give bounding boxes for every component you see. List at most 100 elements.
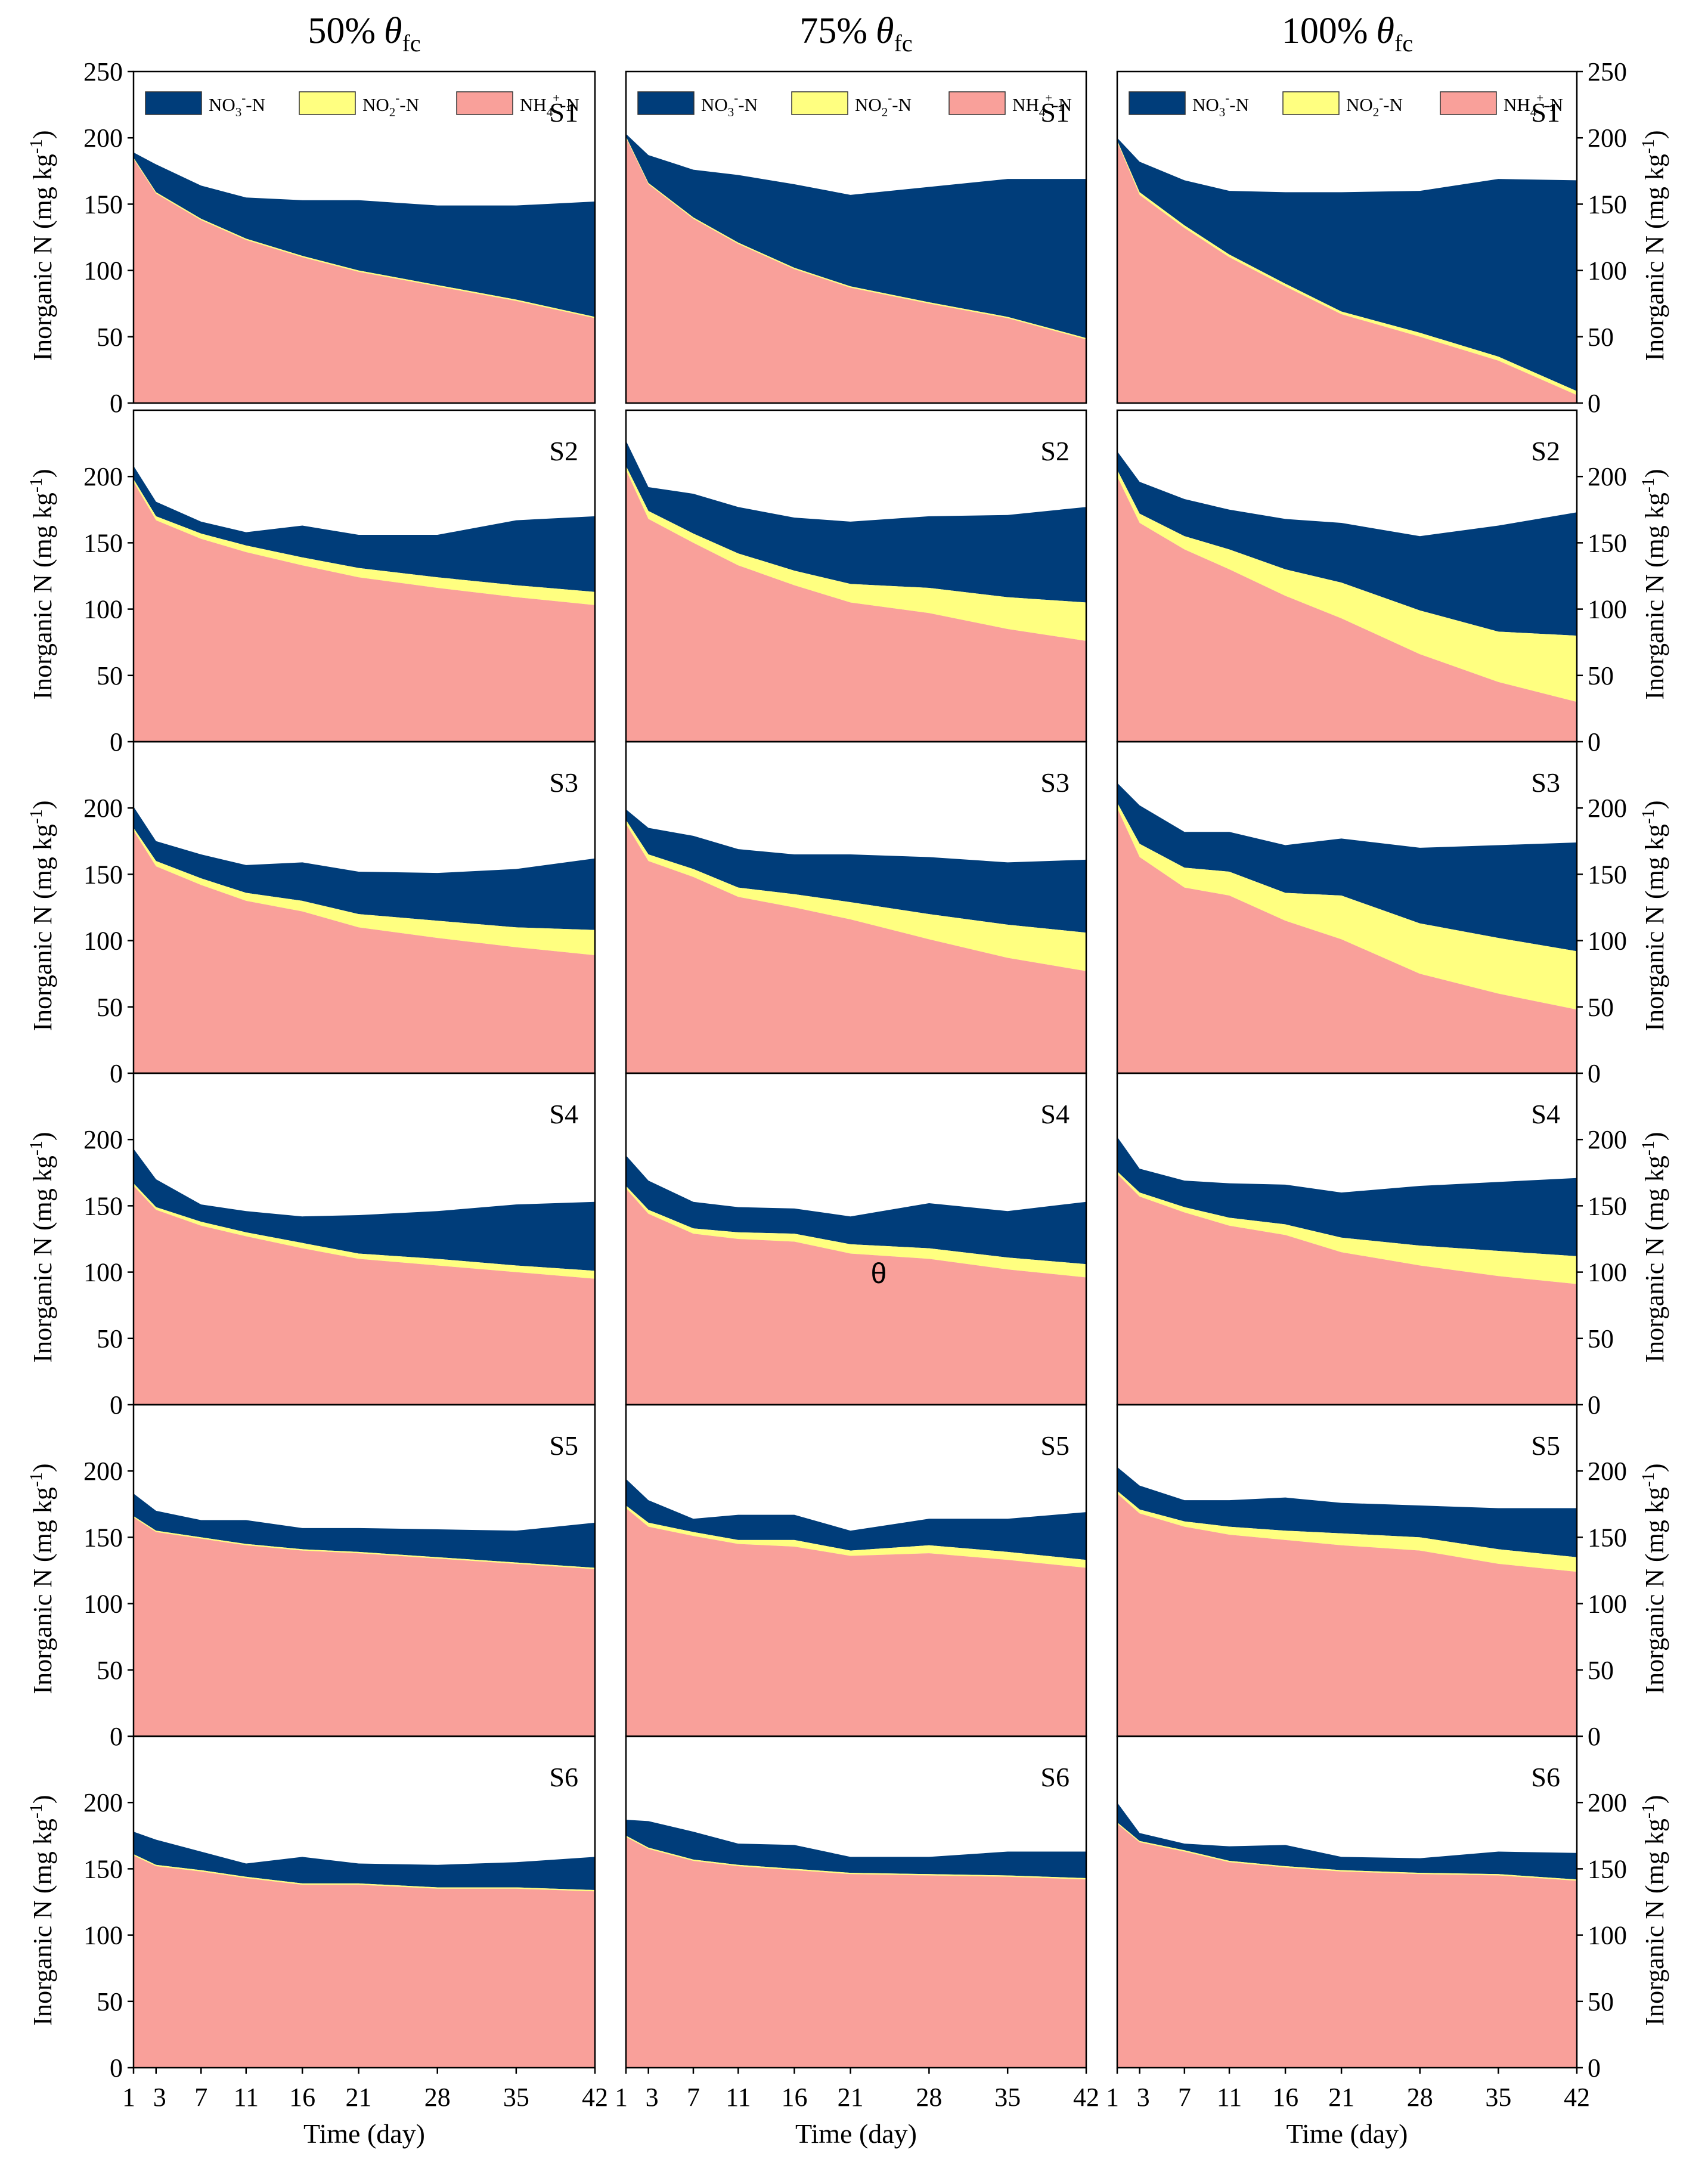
legend-label-subscript: 3	[1219, 105, 1226, 119]
legend-label-tail: -N	[1383, 94, 1403, 115]
y-axis-label-superscript: -1	[26, 1804, 46, 1818]
area-no3	[1117, 1802, 1577, 1880]
panel-s3-col2: S3	[625, 741, 1087, 1074]
legend-swatch-no3	[637, 91, 695, 115]
y-axis-label-main: Inorganic N (mg kg	[28, 1818, 57, 2025]
legend-label-subscript: 3	[728, 105, 734, 119]
legend-swatch-nh4	[456, 91, 513, 115]
y-tick-label: 100	[1588, 595, 1627, 624]
x-tick-label: 3	[646, 2083, 659, 2112]
y-axis-label-main: Inorganic N (mg kg	[1640, 1155, 1669, 1362]
panel-label: S6	[1531, 1762, 1560, 1792]
area-no3	[134, 466, 595, 592]
area-no2	[626, 820, 1086, 971]
y-axis-label-close: )	[28, 1463, 57, 1472]
y-axis-label: Inorganic N (mg kg-1)	[26, 1795, 57, 2025]
area-nh4	[1117, 808, 1577, 1073]
area-no3	[134, 152, 595, 317]
area-no3	[134, 806, 595, 930]
y-tick-label: 150	[1588, 1854, 1627, 1883]
y-tick-label: 250	[1588, 57, 1627, 86]
area-nh4	[134, 482, 595, 742]
x-tick-label: 28	[424, 2083, 451, 2112]
x-tick-label: 11	[726, 2083, 751, 2112]
y-tick-label: 150	[1588, 860, 1627, 889]
y-tick-label: 50	[1588, 1656, 1614, 1685]
x-tick-label: 21	[838, 2083, 864, 2112]
y-axis-label-superscript: -1	[26, 139, 46, 154]
y-tick-label: 200	[1588, 123, 1627, 153]
legend-label-base: NO	[855, 94, 882, 115]
x-tick-label: 28	[916, 2083, 942, 2112]
y-axis-label-superscript: -1	[26, 809, 46, 824]
y-tick-label: 150	[83, 1191, 123, 1220]
legend-label-superscript: -	[734, 91, 738, 105]
y-axis-label: Inorganic N (mg kg-1)	[26, 1463, 57, 1694]
area-no2	[626, 1505, 1086, 1568]
panel-s4-col2: S4 θ	[625, 1072, 1087, 1406]
y-tick-label: 0	[1588, 1390, 1601, 1420]
legend-label-tail: -N	[246, 94, 265, 115]
panel-label: S6	[1040, 1762, 1070, 1792]
y-axis-label-main: Inorganic N (mg kg	[1640, 1487, 1669, 1694]
legend-label-tail: -N	[1229, 94, 1249, 115]
panel-label: S3	[549, 767, 578, 798]
area-no2	[626, 1186, 1086, 1278]
y-axis-label-main: Inorganic N (mg kg	[28, 492, 57, 699]
y-tick-label: 50	[97, 1656, 123, 1685]
panel-label: S3	[1531, 767, 1560, 798]
area-no2	[1117, 803, 1577, 1010]
area-no3	[626, 134, 1086, 339]
y-axis-label: Inorganic N (mg kg-1)	[1638, 130, 1669, 361]
y-axis-label: Inorganic N (mg kg-1)	[1638, 1795, 1669, 2025]
column-header-percent: 75%	[799, 11, 867, 51]
y-axis-label-superscript: -1	[1638, 139, 1658, 154]
area-no3	[1117, 782, 1577, 952]
area-nh4	[134, 1855, 595, 2068]
legend-swatch-nh4	[1440, 91, 1497, 115]
area-nh4	[626, 1508, 1086, 1736]
y-tick-label: 0	[110, 2053, 123, 2083]
area-no3	[1117, 1467, 1577, 1557]
y-tick-label: 0	[110, 1722, 123, 1751]
panel-label: S1	[549, 97, 578, 128]
x-tick-label: 42	[1564, 2083, 1590, 2112]
y-tick-label: 100	[1588, 927, 1627, 956]
panel-frame	[132, 1735, 596, 2069]
y-axis-label-superscript: -1	[1638, 1804, 1658, 1818]
legend-label-tail: -N	[892, 94, 912, 115]
y-tick-label: 0	[110, 727, 123, 757]
panel-label: S5	[1531, 1430, 1560, 1461]
legend-label-nh4: NH4+-N	[1012, 91, 1072, 119]
x-axis-label: Time (day)	[303, 2118, 425, 2149]
legend-label-nh4: NH4+-N	[1504, 91, 1563, 119]
panel-s6-col1: S6 0 50 100 150 200 Inorganic N (mg kg-1) 1 3 7 11…	[26, 1735, 608, 2149]
y-axis-label: Inorganic N (mg kg-1)	[26, 469, 57, 699]
y-tick-label: 100	[83, 927, 123, 956]
legend-label-no2: NO2--N	[362, 91, 419, 119]
legend-label-tail: -N	[560, 94, 579, 115]
panel-frame	[625, 70, 1087, 404]
panel-s5-col3: S5 0 50 100 150 200 Inorganic N (mg kg-1)	[1116, 1404, 1669, 1751]
y-axis-label-close: )	[1640, 469, 1669, 478]
x-tick-label: 16	[1272, 2083, 1298, 2112]
legend-label-base: NH	[520, 94, 547, 115]
area-nh4	[626, 823, 1086, 1073]
y-tick-label: 200	[1588, 1457, 1627, 1486]
x-tick-label: 1	[1106, 2083, 1119, 2112]
y-tick-label: 0	[110, 389, 123, 418]
area-nh4	[1117, 1494, 1577, 1736]
x-tick-label: 7	[194, 2083, 207, 2112]
panel-label: S5	[549, 1430, 578, 1461]
panel-frame	[1116, 1735, 1578, 2069]
x-tick-label: 7	[687, 2083, 700, 2112]
y-axis-label-main: Inorganic N (mg kg	[28, 824, 57, 1031]
panel-label: S1	[1040, 97, 1070, 128]
column-header-subscript: fc	[1394, 30, 1413, 57]
panel-label: S4	[549, 1099, 578, 1129]
legend-label-tail: -N	[1543, 94, 1563, 115]
panel-label: S1	[1531, 97, 1560, 128]
y-tick-label: 100	[83, 595, 123, 624]
y-tick-label: 150	[1588, 190, 1627, 219]
